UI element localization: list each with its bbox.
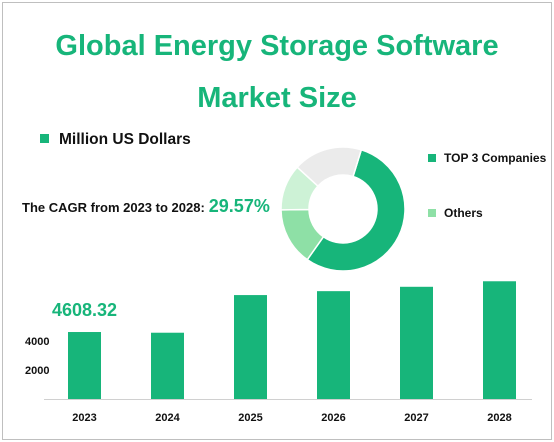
x-tick-label: 2026 bbox=[321, 412, 345, 424]
pie-legend-label: Others bbox=[444, 206, 483, 220]
bar-2025 bbox=[234, 295, 267, 399]
chart-title-line1: Global Energy Storage Software bbox=[55, 30, 499, 62]
x-tick-label: 2028 bbox=[487, 412, 511, 424]
pie-slice-3 bbox=[296, 146, 363, 188]
cagr-annotation: The CAGR from 2023 to 2028: 29.57% bbox=[22, 196, 270, 217]
y-tick-label: 4000 bbox=[25, 336, 49, 348]
legend-swatch-icon bbox=[428, 154, 436, 162]
x-tick-label: 2023 bbox=[72, 412, 96, 424]
bar-2028 bbox=[483, 281, 516, 399]
pie-legend-item-top3: TOP 3 Companies bbox=[428, 151, 546, 165]
unit-legend-label: Million US Dollars bbox=[59, 131, 191, 148]
bar-2026 bbox=[317, 291, 350, 399]
y-tick-label: 2000 bbox=[25, 365, 49, 377]
unit-legend: Million US Dollars bbox=[40, 131, 191, 149]
pie-slice-0 bbox=[306, 148, 406, 272]
x-tick-label: 2027 bbox=[404, 412, 428, 424]
pie-legend-label: TOP 3 Companies bbox=[444, 151, 547, 165]
bar-2023 bbox=[68, 332, 101, 399]
cagr-label: The CAGR from 2023 to 2028: bbox=[22, 200, 205, 215]
legend-swatch-icon bbox=[428, 209, 436, 217]
bar-data-label: 4608.32 bbox=[52, 300, 117, 320]
x-tick-label: 2024 bbox=[155, 412, 180, 424]
x-tick-label: 2025 bbox=[238, 412, 262, 424]
cagr-value: 29.57% bbox=[208, 196, 270, 216]
pie-legend-item-others: Others bbox=[428, 206, 483, 220]
chart-title-line2: Market Size bbox=[197, 82, 357, 114]
bar-2027 bbox=[400, 286, 433, 399]
bar-2024 bbox=[151, 332, 184, 399]
legend-swatch-icon bbox=[40, 134, 49, 143]
